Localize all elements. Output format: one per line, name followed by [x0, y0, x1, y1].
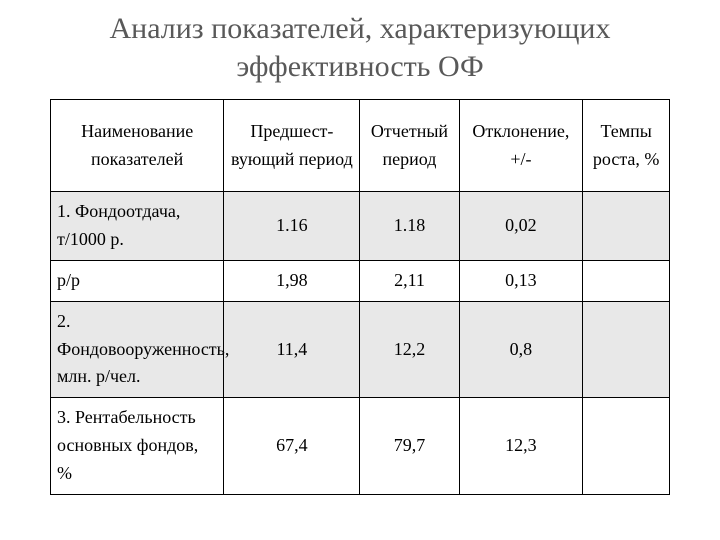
data-cell: 12,3 — [459, 398, 583, 495]
data-cell: 0,8 — [459, 301, 583, 398]
data-cell: 1,98 — [224, 260, 360, 301]
col-header-report-period: Отчетный период — [360, 100, 459, 192]
data-cell: 1.18 — [360, 192, 459, 261]
table-header-row: Наименование показателей Предшест-вующий… — [51, 100, 670, 192]
col-header-growth-rate: Темпы роста, % — [583, 100, 670, 192]
table-row: р/р1,982,110,13 — [51, 260, 670, 301]
col-header-name: Наименование показателей — [51, 100, 224, 192]
data-cell — [583, 192, 670, 261]
data-cell — [583, 260, 670, 301]
row-label-cell: 2. Фондовооруженность, млн. р/чел. — [51, 301, 224, 398]
table-row: 1. Фондоотдача, т/1000 р.1.161.180,02 — [51, 192, 670, 261]
page-title: Анализ показателей, характеризующих эффе… — [50, 10, 670, 85]
data-cell: 0,02 — [459, 192, 583, 261]
col-header-deviation: Отклонение, +/- — [459, 100, 583, 192]
table-row: 2. Фондовооруженность, млн. р/чел.11,412… — [51, 301, 670, 398]
data-cell: 2,11 — [360, 260, 459, 301]
col-header-prev-period: Предшест-вующий период — [224, 100, 360, 192]
data-cell — [583, 398, 670, 495]
data-cell: 67,4 — [224, 398, 360, 495]
row-label-cell: 1. Фондоотдача, т/1000 р. — [51, 192, 224, 261]
data-cell: 12,2 — [360, 301, 459, 398]
table-body: 1. Фондоотдача, т/1000 р.1.161.180,02р/р… — [51, 192, 670, 495]
data-cell: 0,13 — [459, 260, 583, 301]
row-label-cell: 3. Рентабельность основных фондов, % — [51, 398, 224, 495]
data-cell: 11,4 — [224, 301, 360, 398]
row-label-cell: р/р — [51, 260, 224, 301]
data-cell: 1.16 — [224, 192, 360, 261]
data-cell — [583, 301, 670, 398]
indicators-table: Наименование показателей Предшест-вующий… — [50, 99, 670, 495]
data-cell: 79,7 — [360, 398, 459, 495]
table-row: 3. Рентабельность основных фондов, %67,4… — [51, 398, 670, 495]
